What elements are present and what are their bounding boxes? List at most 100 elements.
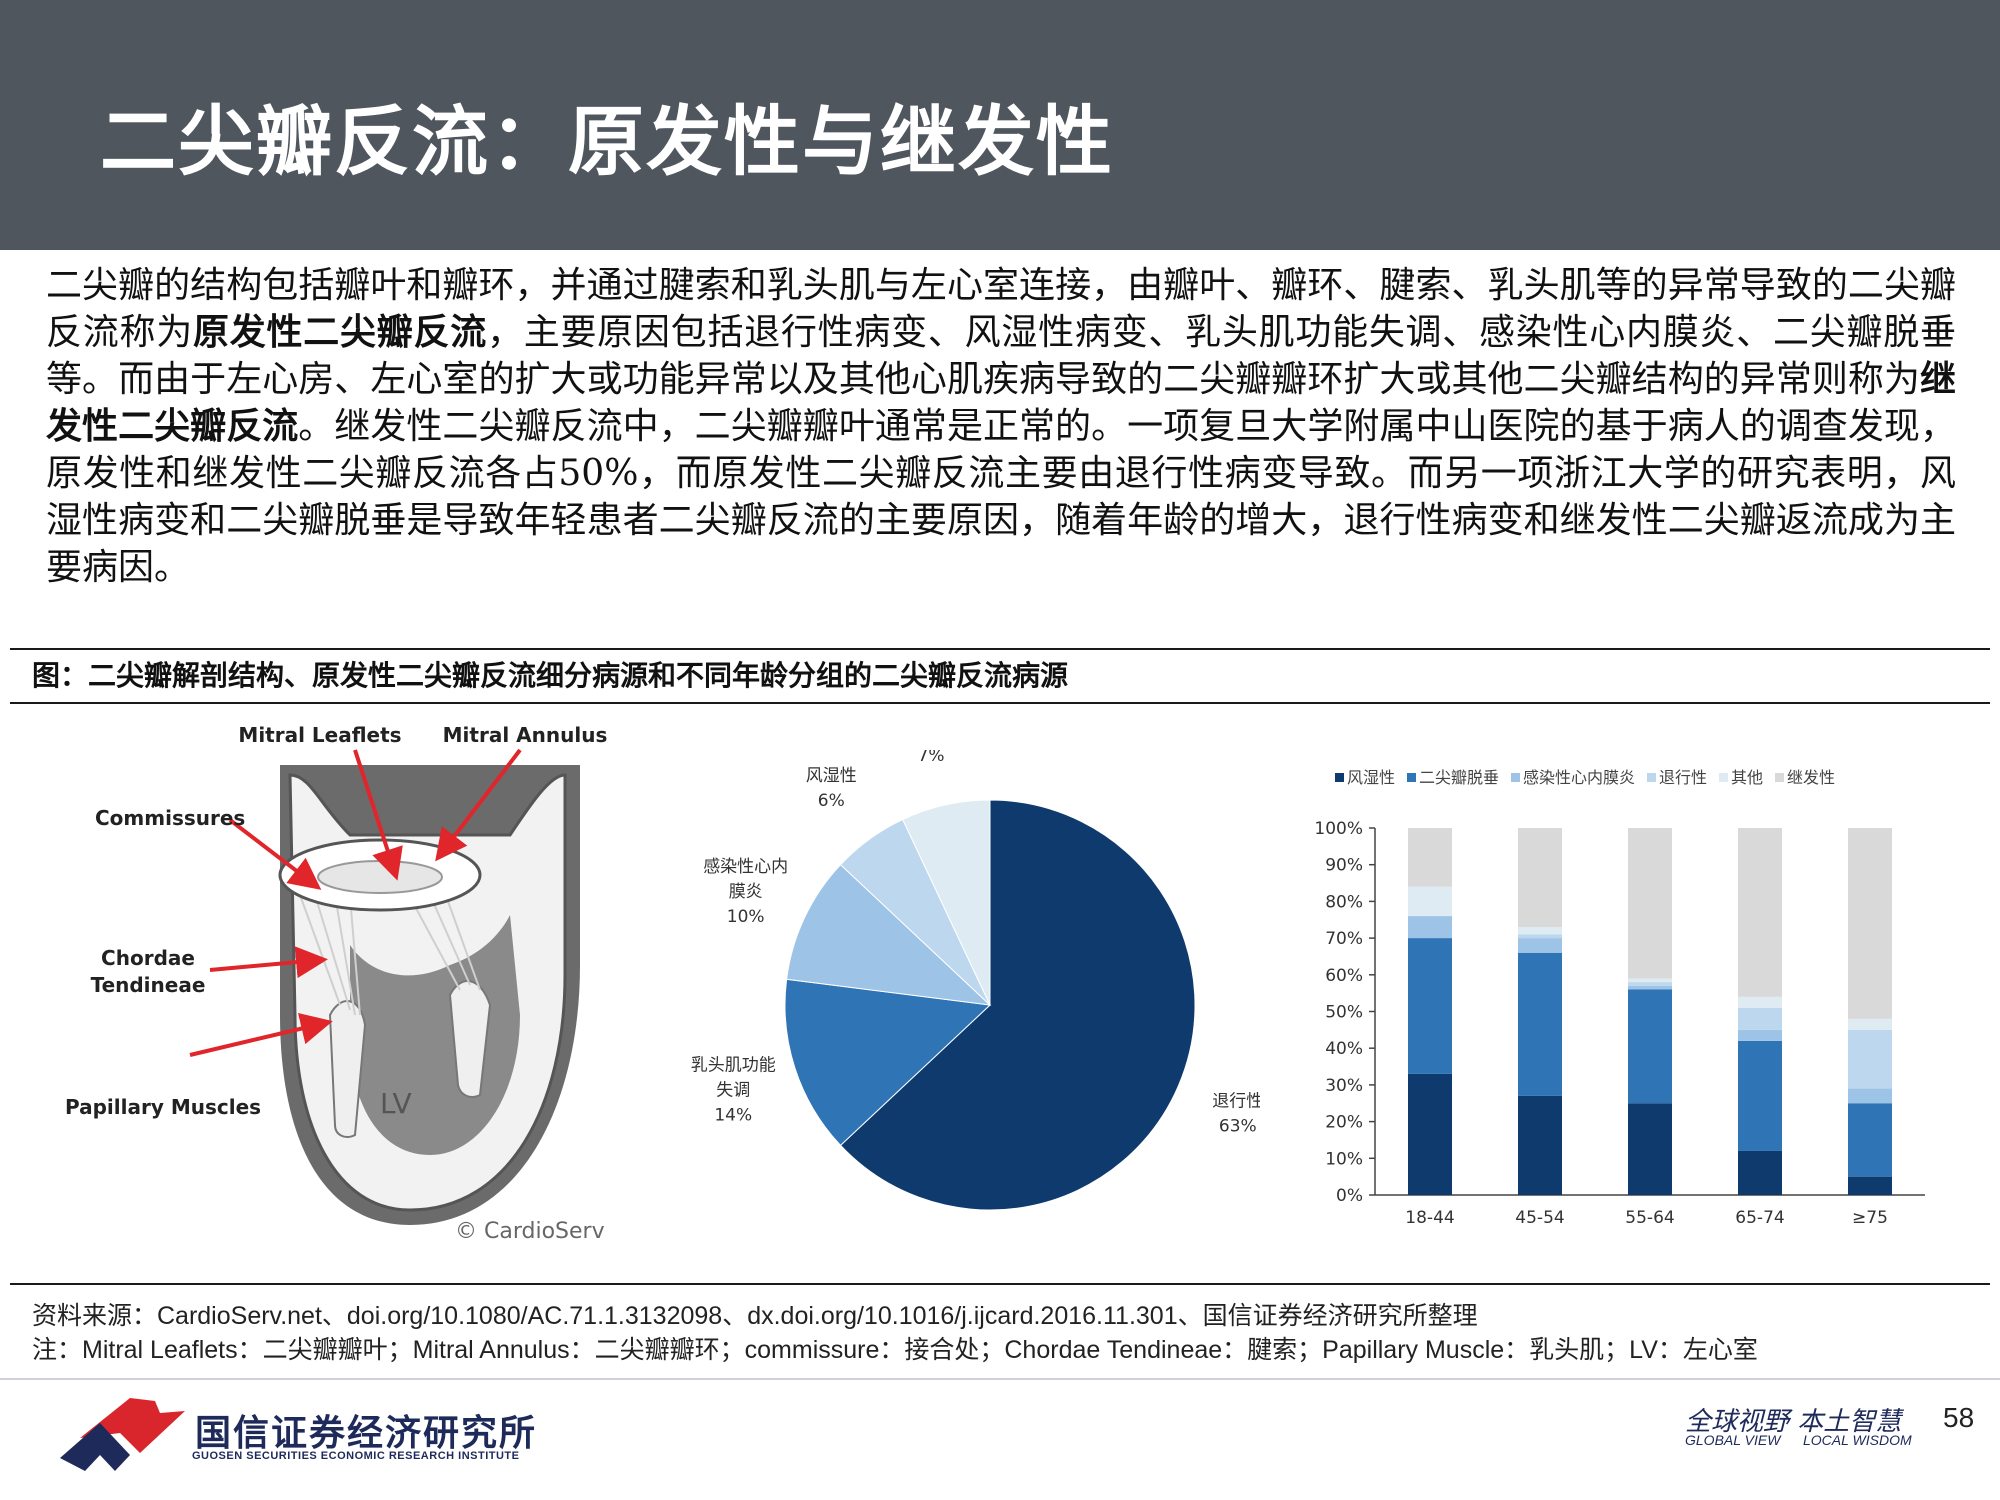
- body-text-part2: ，主要原因包括退行性病变、风湿性病变、乳头肌功能失调、感染性心内膜炎、二尖瓣脱垂…: [46, 312, 1956, 400]
- pie-slice-0: [839, 799, 1196, 1211]
- x-tick-label-0: 18-44: [1405, 1208, 1454, 1228]
- body-paragraph: 二尖瓣的结构包括瓣叶和瓣环，并通过腱索和乳头肌与左心室连接，由瓣叶、瓣环、腱索、…: [46, 262, 1956, 591]
- bar-segment-4-0: [1848, 1176, 1892, 1195]
- bar-bars: [1408, 828, 1892, 1195]
- bar-segment-0-2: [1408, 916, 1452, 939]
- pie-label-2-2: 10%: [727, 907, 765, 927]
- source-line: 资料来源：CardioServ.net、doi.org/10.1080/AC.7…: [32, 1302, 1478, 1330]
- legend-label-3: 退行性: [1659, 768, 1707, 787]
- slogan: 全球视野 本土智慧: [1685, 1407, 1902, 1437]
- label-mitral-annulus: Mitral Annulus: [443, 723, 608, 747]
- pie-label-2-1: 膜炎: [729, 882, 763, 902]
- note-line: 注：Mitral Leaflets：二尖瓣瓣叶；Mitral Annulus：二…: [32, 1336, 1758, 1364]
- mitral-leaflet-opening: [317, 860, 443, 894]
- header-band: 二尖瓣反流：原发性与继发性: [0, 0, 2000, 250]
- pie-label-1-1: 失调: [716, 1080, 750, 1100]
- bar-legend: 风湿性 二尖瓣脱垂 感染性心内膜炎 退行性 其他 继发性: [1335, 768, 1835, 787]
- legend-label-5: 继发性: [1787, 768, 1835, 787]
- pie-label-4-1: 7%: [918, 750, 945, 766]
- bar-segment-2-4: [1628, 978, 1672, 983]
- body-bold-primary: 原发性二尖瓣反流: [192, 311, 487, 353]
- label-copyright: © CardioServ: [455, 1219, 605, 1244]
- figure-rule-bottom: [10, 1283, 1990, 1285]
- bar-segment-3-0: [1738, 1150, 1782, 1195]
- bar-segment-1-3: [1518, 934, 1562, 939]
- y-tick-label-9: 90%: [1325, 856, 1363, 876]
- bar-segment-4-2: [1848, 1088, 1892, 1104]
- logo-red-shape: [80, 1398, 185, 1453]
- legend-swatch-4: [1719, 773, 1728, 782]
- bar-segment-4-4: [1848, 1018, 1892, 1030]
- legend-swatch-5: [1775, 773, 1784, 782]
- arrow-leaflets: [353, 749, 403, 881]
- slogan-en-local: LOCAL WISDOM: [1803, 1432, 1912, 1448]
- pie-label-0-1: 63%: [1219, 1117, 1257, 1137]
- label-lv: LV: [380, 1087, 412, 1120]
- pie-slice-1: [784, 978, 992, 1147]
- bar-segment-1-0: [1518, 1095, 1562, 1195]
- legend-label-0: 风湿性: [1347, 768, 1395, 787]
- y-tick-label-3: 30%: [1325, 1076, 1363, 1096]
- bar-segment-3-1: [1738, 1040, 1782, 1151]
- annotation-arrows: [189, 748, 522, 1057]
- chordae-strands: [299, 892, 481, 1016]
- bar-axes: 0% 10% 20% 30% 40% 50% 60% 70% 80% 90% 100% 18-44 45…: [1314, 819, 1925, 1228]
- arrow-papillary: [189, 1012, 333, 1057]
- company-name-cn: 国信证券经济研究所: [195, 1413, 538, 1454]
- bar-segment-0-0: [1408, 1073, 1452, 1195]
- y-tick-label-7: 70%: [1325, 929, 1363, 949]
- page-title: 二尖瓣反流：原发性与继发性: [100, 97, 1114, 186]
- bar-segment-1-5: [1518, 828, 1562, 928]
- bar-segment-2-2: [1628, 985, 1672, 990]
- label-papillary-muscles: Papillary Muscles: [65, 1095, 261, 1119]
- label-commissures: Commissures: [95, 806, 245, 830]
- label-mitral-leaflets: Mitral Leaflets: [238, 723, 401, 747]
- figure-rule-top: [10, 648, 1990, 650]
- legend-label-4: 其他: [1731, 768, 1763, 787]
- x-tick-label-3: 65-74: [1735, 1208, 1784, 1228]
- bar-segment-2-5: [1628, 828, 1672, 979]
- papillary-muscle-right: [448, 980, 492, 1098]
- arrow-chordae: [209, 946, 328, 979]
- legend-label-2: 感染性心内膜炎: [1523, 768, 1635, 787]
- company-name-en: GUOSEN SECURITIES ECONOMIC RESEARCH INST…: [192, 1450, 520, 1462]
- slogan-en-global: GLOBAL VIEW: [1685, 1432, 1781, 1448]
- heart-anatomy-illustration: Mitral Leaflets Mitral Annulus Commissur…: [65, 723, 608, 1244]
- pie-slice-2: [786, 863, 992, 1006]
- bar-segment-2-1: [1628, 989, 1672, 1104]
- label-chordae-line1: Chordae: [101, 946, 195, 970]
- pie-slices: [784, 799, 1196, 1211]
- y-tick-label-8: 80%: [1325, 892, 1363, 912]
- y-tick-label-0: 0%: [1336, 1186, 1363, 1206]
- bar-segment-1-4: [1518, 927, 1562, 935]
- pie-label-1-0: 乳头肌功能: [691, 1055, 776, 1075]
- x-tick-label-1: 45-54: [1515, 1208, 1564, 1228]
- y-tick-label-2: 20%: [1325, 1113, 1363, 1133]
- bar-segment-0-1: [1408, 938, 1452, 1074]
- arrow-annulus: [435, 748, 522, 862]
- pie-label-1-2: 14%: [714, 1105, 752, 1125]
- bar-segment-3-5: [1738, 828, 1782, 997]
- y-tick-label-1: 10%: [1325, 1149, 1363, 1169]
- arrow-commissures: [228, 818, 322, 890]
- bar-segment-1-2: [1518, 938, 1562, 953]
- bar-segment-3-2: [1738, 1029, 1782, 1041]
- y-tick-label-6: 60%: [1325, 966, 1363, 986]
- footer-rule: [0, 1378, 2000, 1380]
- legend-swatch-2: [1511, 773, 1520, 782]
- page-number: 58: [1943, 1402, 1975, 1433]
- legend-swatch-1: [1407, 773, 1416, 782]
- y-tick-label-10: 100%: [1314, 819, 1363, 839]
- bar-segment-0-5: [1408, 828, 1452, 887]
- bar-segment-4-5: [1848, 828, 1892, 1019]
- x-tick-label-4: ≥75: [1852, 1208, 1888, 1228]
- y-tick-label-4: 40%: [1325, 1039, 1363, 1059]
- bar-segment-0-4: [1408, 886, 1452, 917]
- y-tick-label-5: 50%: [1325, 1003, 1363, 1023]
- pie-label-0-0: 退行性: [1212, 1092, 1260, 1112]
- bar-segment-3-3: [1738, 1007, 1782, 1030]
- figure-title: 图：二尖瓣解剖结构、原发性二尖瓣反流细分病源和不同年龄分组的二尖瓣反流病源: [32, 659, 1069, 692]
- label-chordae-line2: Tendineae: [91, 973, 206, 997]
